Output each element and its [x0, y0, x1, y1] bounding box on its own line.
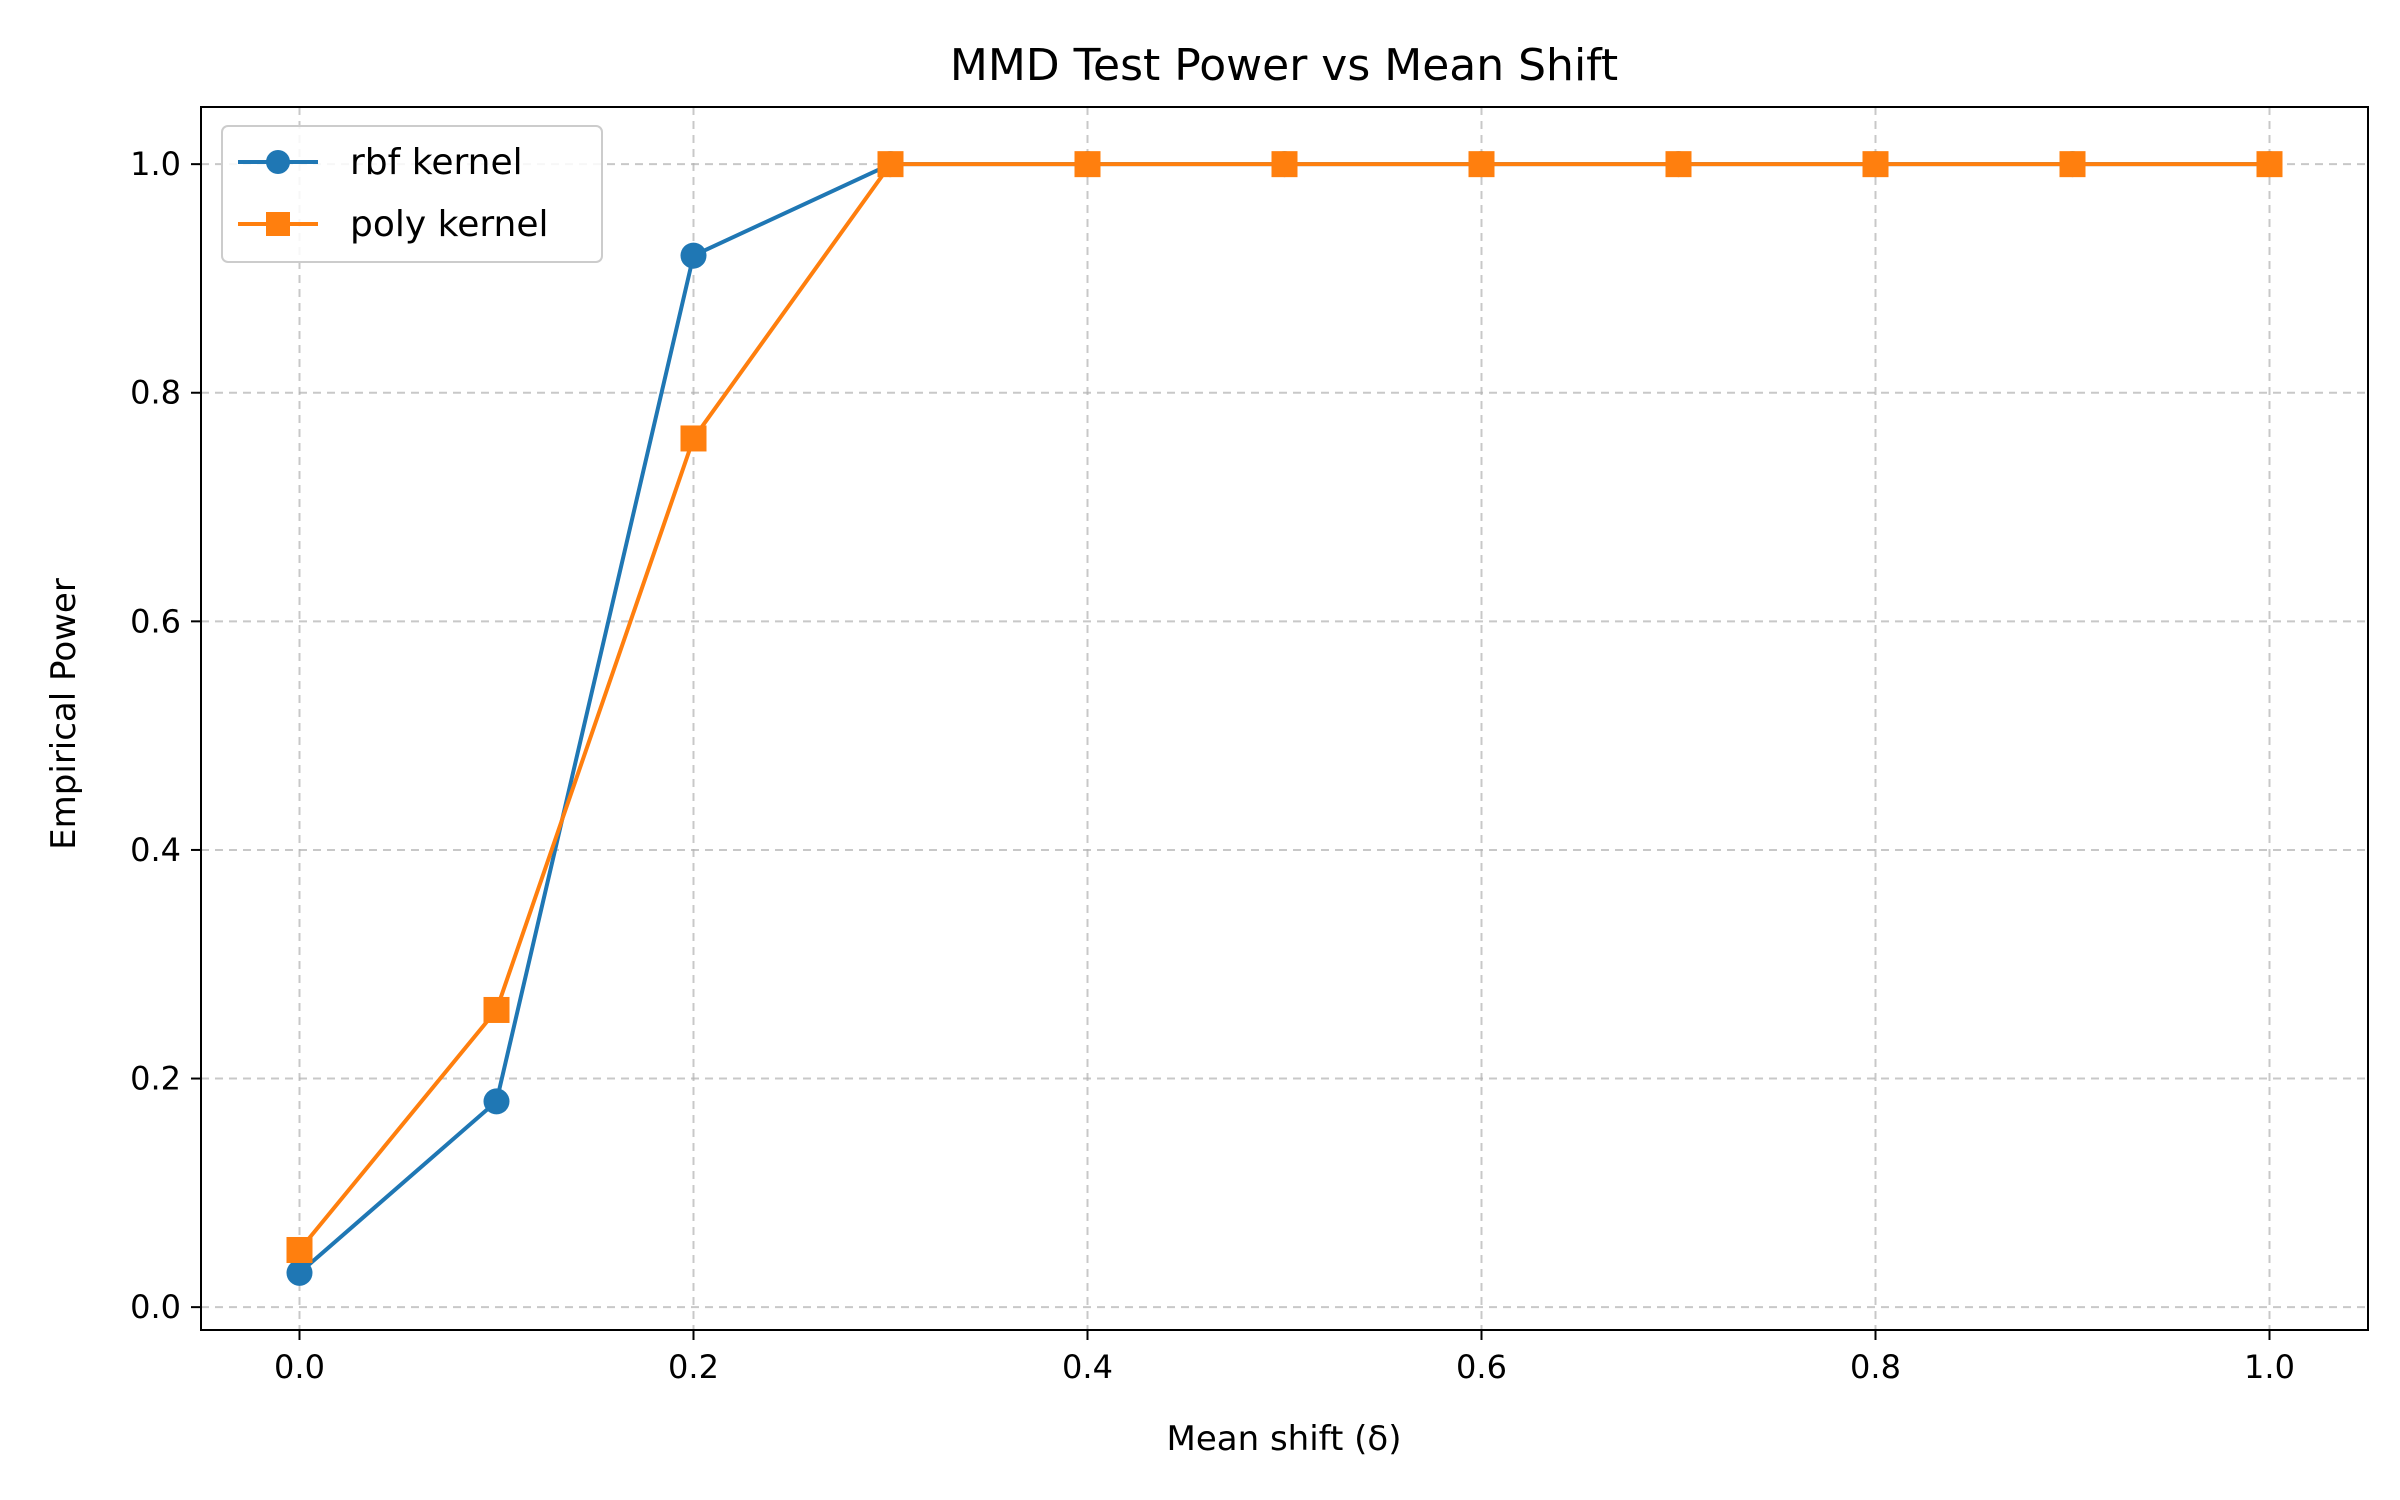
data-point-rbf-kernel	[483, 1088, 510, 1115]
data-point-rbf-kernel	[286, 1259, 313, 1286]
data-point-poly-kernel	[680, 425, 707, 452]
x-tick-label: 0.4	[1062, 1348, 1113, 1386]
plot-frame	[200, 106, 2369, 1331]
y-tick-label: 0.0	[130, 1288, 181, 1326]
x-tick-label: 0.6	[1456, 1348, 1507, 1386]
x-axis-label: Mean shift (δ)	[1167, 1419, 1402, 1459]
y-tick-label: 0.6	[130, 602, 181, 640]
data-point-poly-kernel	[1862, 151, 1889, 178]
legend-label-rbf: rbf kernel	[350, 142, 523, 183]
data-point-poly-kernel	[286, 1236, 313, 1263]
data-point-rbf-kernel	[680, 242, 707, 269]
x-tick-label: 1.0	[2244, 1348, 2295, 1386]
data-point-poly-kernel	[1468, 151, 1495, 178]
series-layer	[286, 151, 2283, 1286]
y-tick-label: 1.0	[130, 145, 181, 183]
legend-marker-poly	[266, 212, 290, 236]
x-tick-label: 0.0	[274, 1348, 325, 1386]
axes: 0.0 0.2 0.4 0.6 0.8 1.0 0.0 0.2 0.4 0.6 0.8 1.0	[130, 106, 2369, 1386]
data-point-poly-kernel	[2256, 151, 2283, 178]
data-point-poly-kernel	[483, 996, 510, 1023]
x-tick-label: 0.8	[1850, 1348, 1901, 1386]
legend-marker-rbf	[266, 150, 290, 174]
data-point-poly-kernel	[1665, 151, 1692, 178]
y-tick-label: 0.2	[130, 1060, 181, 1098]
data-point-poly-kernel	[1074, 151, 1101, 178]
y-tick-label: 0.8	[130, 374, 181, 412]
data-point-poly-kernel	[2059, 151, 2086, 178]
data-point-poly-kernel	[1271, 151, 1298, 178]
legend-label-poly: poly kernel	[350, 204, 548, 245]
y-axis-label: Empirical Power	[44, 578, 84, 850]
chart-title: MMD Test Power vs Mean Shift	[950, 40, 1618, 91]
legend: rbf kernel poly kernel	[221, 125, 603, 263]
grid	[201, 107, 2368, 1330]
y-tick-label: 0.4	[130, 831, 181, 869]
x-tick-label: 0.2	[668, 1348, 719, 1386]
data-point-poly-kernel	[877, 151, 904, 178]
